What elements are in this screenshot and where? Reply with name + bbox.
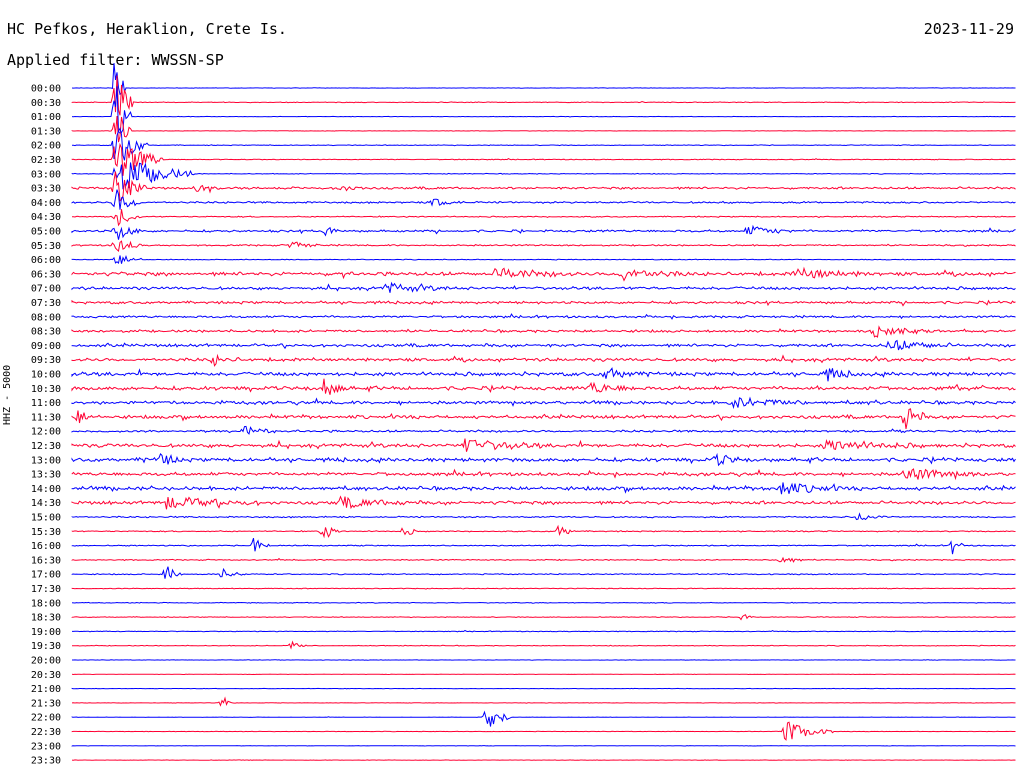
trace-0730 <box>71 299 1016 307</box>
trace-0500 <box>71 224 1016 240</box>
trace-1130 <box>71 408 1016 429</box>
time-label-2230: 22:30 <box>31 727 61 738</box>
trace-1000 <box>71 367 1016 382</box>
trace-0030 <box>71 75 1016 116</box>
time-label-0600: 06:00 <box>31 255 61 266</box>
time-label-1630: 16:30 <box>31 555 61 566</box>
trace-1630 <box>71 556 1016 563</box>
time-label-0700: 07:00 <box>31 284 61 295</box>
trace-1300 <box>71 452 1016 467</box>
time-label-1030: 10:30 <box>31 384 61 395</box>
trace-1830 <box>71 614 1016 621</box>
time-label-1000: 10:00 <box>31 370 61 381</box>
time-label-0300: 03:00 <box>31 169 61 180</box>
date-label: 2023-11-29 <box>923 20 1014 38</box>
time-label-1800: 18:00 <box>31 598 61 609</box>
time-label-0430: 04:30 <box>31 212 61 223</box>
time-labels: 00:00 00:30 01:00 01:30 02:00 02:30 03:00 03:30… <box>31 84 61 767</box>
seismic-traces <box>71 63 1016 761</box>
trace-1800 <box>71 601 1016 604</box>
trace-1530 <box>71 524 1016 539</box>
trace-0900 <box>71 339 1016 351</box>
time-label-0630: 06:30 <box>31 269 61 280</box>
trace-0830 <box>71 325 1016 338</box>
time-label-1400: 14:00 <box>31 484 61 495</box>
time-label-1730: 17:30 <box>31 584 61 595</box>
time-label-0330: 03:30 <box>31 184 61 195</box>
time-label-0500: 05:00 <box>31 227 61 238</box>
trace-0130 <box>71 115 1016 143</box>
time-label-0130: 01:30 <box>31 126 61 137</box>
trace-0000 <box>71 63 1016 96</box>
trace-0400 <box>71 189 1016 210</box>
trace-2130 <box>71 696 1016 707</box>
trace-0530 <box>71 240 1016 252</box>
time-label-1300: 13:00 <box>31 455 61 466</box>
time-label-1430: 14:30 <box>31 498 61 509</box>
trace-1330 <box>71 468 1016 481</box>
time-label-1500: 15:00 <box>31 513 61 524</box>
time-label-2300: 23:00 <box>31 741 61 752</box>
time-label-1100: 11:00 <box>31 398 61 409</box>
time-label-1930: 19:30 <box>31 641 61 652</box>
time-label-1200: 12:00 <box>31 427 61 438</box>
trace-0630 <box>71 266 1016 282</box>
trace-1500 <box>71 512 1016 521</box>
time-label-1600: 16:00 <box>31 541 61 552</box>
time-label-0800: 08:00 <box>31 312 61 323</box>
filter-label: Applied filter: WWSSN-SP <box>7 51 224 69</box>
time-label-0830: 08:30 <box>31 327 61 338</box>
time-label-0100: 01:00 <box>31 112 61 123</box>
trace-1900 <box>72 629 1016 633</box>
trace-0300 <box>71 162 1016 190</box>
time-label-1130: 11:30 <box>31 412 61 423</box>
time-label-1900: 19:00 <box>31 627 61 638</box>
time-label-0400: 04:00 <box>31 198 61 209</box>
trace-0600 <box>71 254 1016 265</box>
time-label-1830: 18:30 <box>31 613 61 624</box>
trace-1400 <box>71 482 1016 495</box>
trace-1730 <box>71 587 1016 590</box>
time-label-0200: 02:00 <box>31 141 61 152</box>
trace-2200 <box>71 710 1016 727</box>
trace-1430 <box>71 495 1016 510</box>
time-label-0000: 00:00 <box>31 84 61 95</box>
time-label-2000: 20:00 <box>31 656 61 667</box>
trace-0200 <box>71 127 1016 161</box>
trace-0330 <box>71 171 1016 202</box>
time-label-2330: 23:30 <box>31 756 61 767</box>
trace-0430 <box>71 209 1016 227</box>
time-label-1530: 15:30 <box>31 527 61 538</box>
trace-1200 <box>71 425 1016 435</box>
trace-1230 <box>71 438 1016 452</box>
time-label-2200: 22:00 <box>31 713 61 724</box>
trace-2230 <box>71 721 1016 741</box>
trace-0930 <box>71 353 1016 367</box>
trace-0100 <box>71 86 1016 134</box>
trace-0800 <box>71 313 1016 320</box>
trace-1600 <box>71 538 1016 555</box>
time-label-0930: 09:30 <box>31 355 61 366</box>
time-label-2130: 21:30 <box>31 698 61 709</box>
time-label-1330: 13:30 <box>31 470 61 481</box>
time-label-2030: 20:30 <box>31 670 61 681</box>
trace-1930 <box>72 640 1016 650</box>
time-label-0730: 07:30 <box>31 298 61 309</box>
time-label-2100: 21:00 <box>31 684 61 695</box>
trace-1030 <box>71 378 1016 395</box>
time-label-0230: 02:30 <box>31 155 61 166</box>
trace-0230 <box>71 142 1016 176</box>
time-label-0530: 05:30 <box>31 241 61 252</box>
trace-1700 <box>71 566 1016 579</box>
time-label-1230: 12:30 <box>31 441 61 452</box>
trace-0700 <box>71 281 1016 293</box>
station-title: HC Pefkos, Heraklion, Crete Is. <box>7 20 287 38</box>
time-label-0030: 00:30 <box>31 98 61 109</box>
time-label-0900: 09:00 <box>31 341 61 352</box>
trace-1100 <box>71 396 1016 410</box>
time-label-1700: 17:00 <box>31 570 61 581</box>
